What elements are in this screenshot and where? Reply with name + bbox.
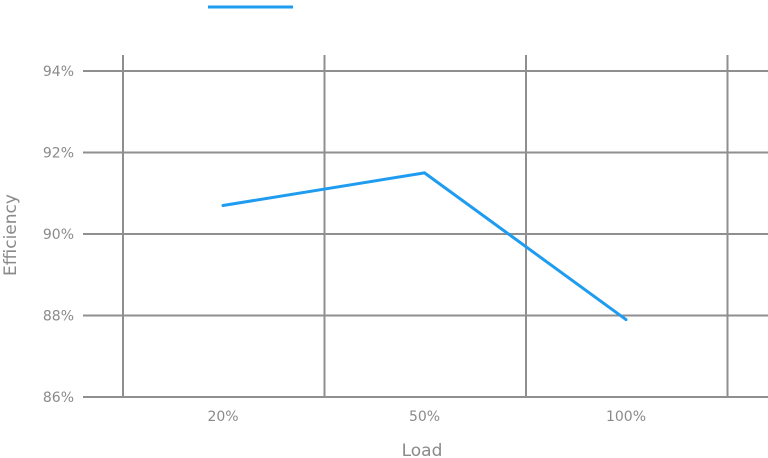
- x-tick-label: 50%: [409, 409, 440, 425]
- y-tick-label: 88%: [43, 309, 74, 325]
- series-line: [222, 171, 627, 321]
- y-axis-title: Efficiency: [1, 194, 21, 276]
- y-tick-label: 94%: [43, 64, 74, 80]
- data-point: [423, 171, 426, 175]
- y-tick-label: 90%: [43, 227, 74, 243]
- x-tick-label: 20%: [207, 409, 238, 425]
- x-axis-ticks: 20% 50% 100%: [207, 409, 646, 425]
- grid: [83, 55, 768, 398]
- y-tick-label: 86%: [43, 390, 74, 406]
- x-axis-title: Load: [402, 441, 443, 458]
- y-axis-ticks: 86% 88% 90% 92% 94%: [43, 64, 74, 406]
- y-tick-label: 92%: [43, 146, 74, 162]
- data-point: [624, 318, 628, 322]
- x-tick-label: 100%: [606, 409, 646, 425]
- data-point: [221, 203, 225, 207]
- series-lines: [221, 171, 628, 322]
